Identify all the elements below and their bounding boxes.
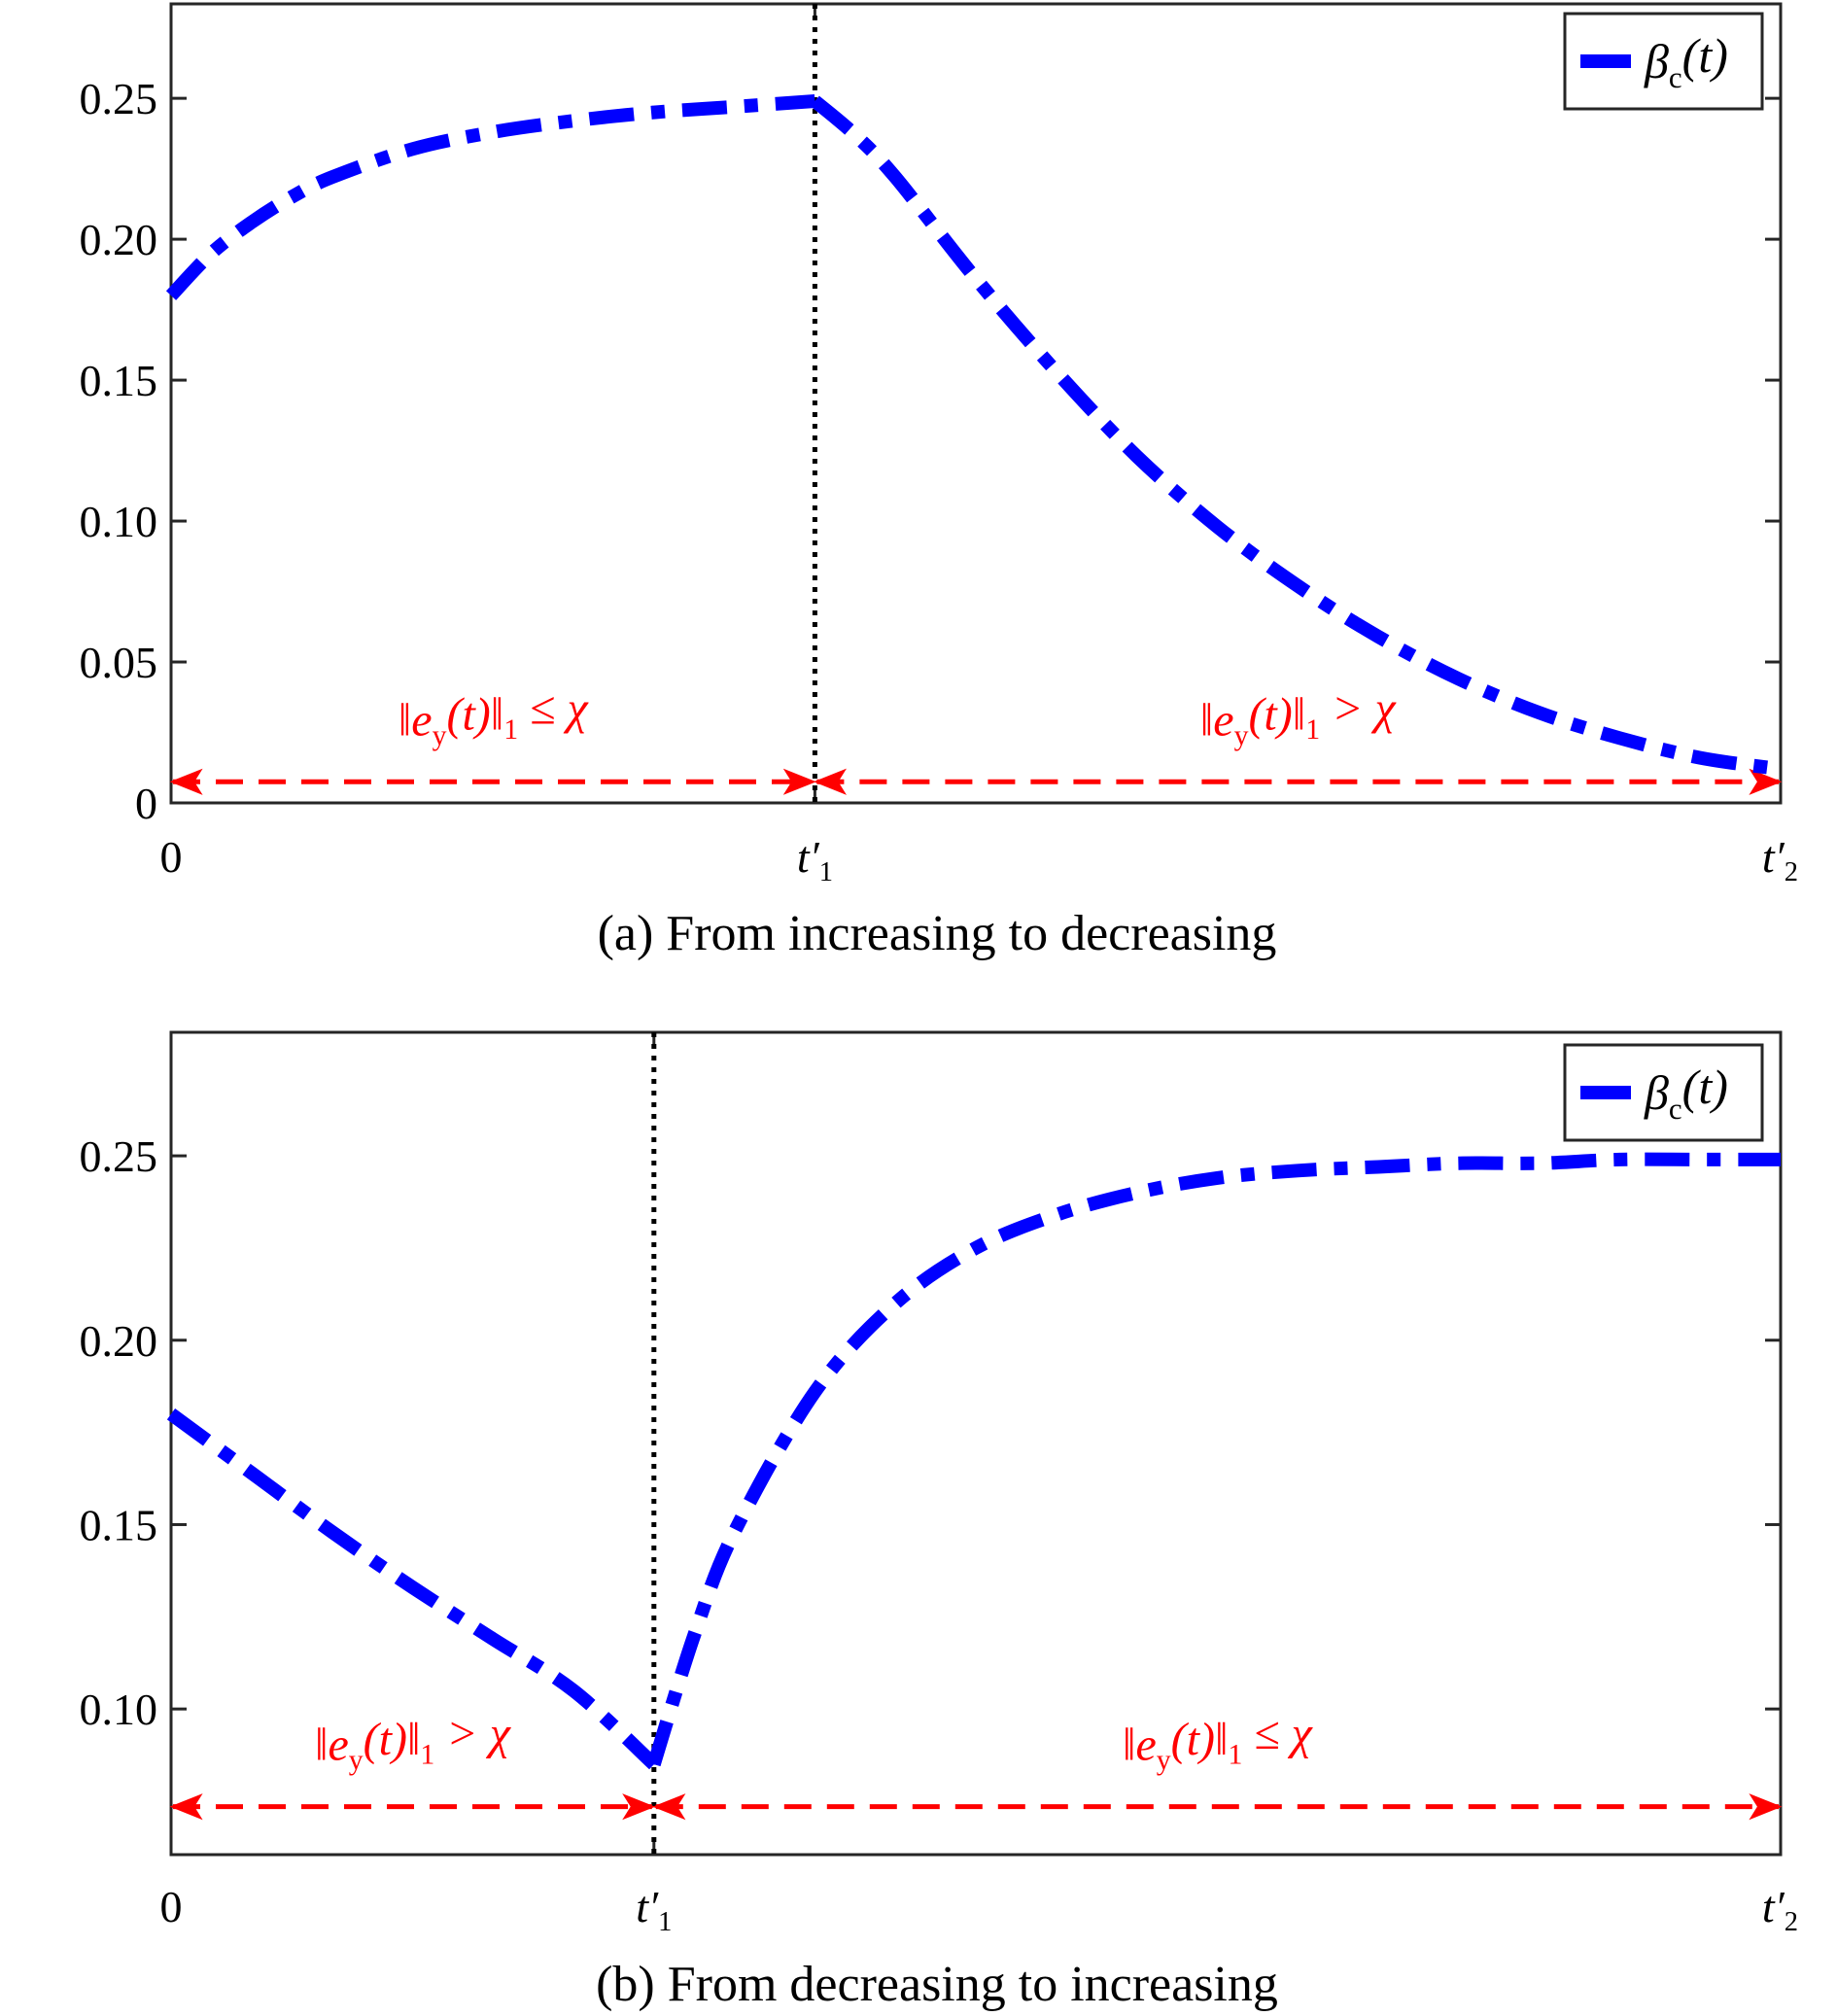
x-tick-label: 0 — [160, 832, 183, 882]
chart-panel-b: 0.10 0.15 0.20 0.25 0 t′1 t′2 ‖ey(t)‖1 > χ ‖ey(t… — [80, 1030, 1798, 2012]
legend: βc(t) — [1563, 12, 1764, 111]
y-tick-label: 0.20 — [80, 215, 158, 264]
region-label: ‖ey(t)‖1 > χ — [315, 1708, 512, 1776]
panel-caption: (a) From increasing to decreasing — [598, 906, 1277, 961]
axes-box — [169, 2, 1783, 805]
legend-label: βc(t) — [1644, 28, 1728, 94]
x-tick-label: t′2 — [1762, 1882, 1798, 1937]
x-tick-label: 0 — [160, 1882, 183, 1931]
y-tick-label: 0.10 — [80, 1685, 158, 1734]
y-tick-label: 0.20 — [80, 1316, 158, 1366]
legend: βc(t) — [1563, 1043, 1764, 1142]
legend-label: βc(t) — [1644, 1060, 1728, 1126]
y-tick-label: 0 — [135, 779, 157, 828]
region-label: ‖ey(t)‖1 ≤ χ — [399, 683, 590, 751]
x-tick-label: t′1 — [636, 1882, 672, 1937]
y-tick-label: 0.15 — [80, 356, 158, 405]
series-line — [165, 94, 1782, 777]
region-label: ‖ey(t)‖1 > χ — [1200, 683, 1398, 751]
y-tick-label: 0.05 — [80, 638, 158, 687]
axes-box — [169, 1030, 1783, 1857]
y-tick-label: 0.25 — [80, 74, 158, 123]
x-tick-label: t′2 — [1762, 832, 1798, 887]
y-tick-label: 0.10 — [80, 497, 158, 546]
x-tick-label: t′1 — [797, 832, 833, 887]
series-line — [166, 1152, 1781, 1770]
y-tick-label: 0.15 — [80, 1500, 158, 1549]
y-tick-label: 0.25 — [80, 1131, 158, 1181]
panel-caption: (b) From decreasing to increasing — [596, 1957, 1278, 2012]
chart-panel-a: 0 0.05 0.10 0.15 0.20 0.25 0 t′1 t′2 ‖ey(t)‖1 ≤ χ… — [80, 2, 1798, 961]
region-label: ‖ey(t)‖1 ≤ χ — [1123, 1708, 1314, 1776]
